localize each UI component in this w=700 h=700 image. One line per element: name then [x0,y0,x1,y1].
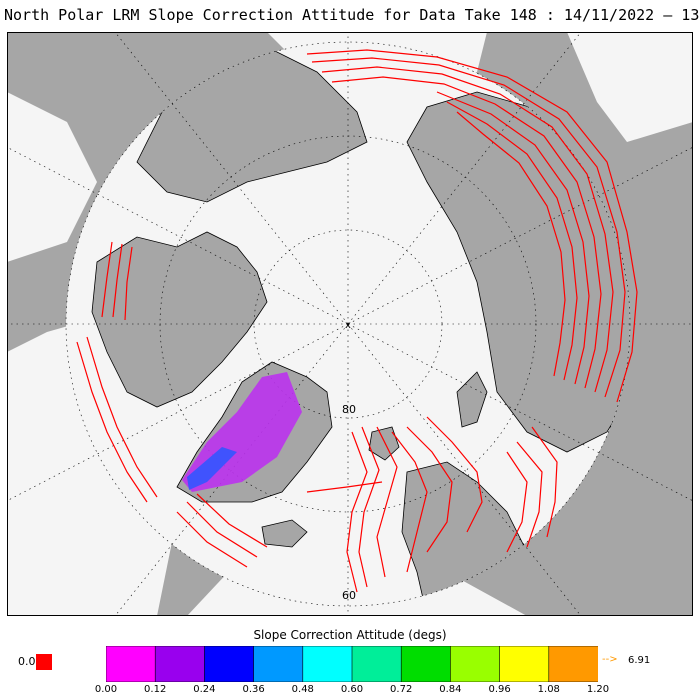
outer-ocean-left-top [7,92,97,262]
colorbar-cell [253,646,304,682]
colorbar-cell [400,646,452,682]
red-track-atlantic [176,493,268,568]
red-track-canada-west [76,241,158,503]
colorbar-tick-label: 0.96 [488,684,511,695]
graticule [7,32,693,616]
latitude-label-60: 60 [342,589,356,602]
colorbar-tick-label: 0.12 [144,684,167,695]
zero-swatch [36,654,52,670]
colorbar-tick-label: 0.60 [340,684,364,695]
colorbar-cell [106,646,157,682]
colorbar-cell [154,646,206,682]
over-arrow-icon: --> [602,654,618,665]
over-value-label: 6.91 [628,655,651,666]
map-title: North Polar LRM Slope Correction Attitud… [4,6,700,24]
colorbar-title: Slope Correction Attitude (degs) [253,628,447,642]
colorbar-ticks: 0.00 0.12 0.24 0.36 0.48 0.60 0.72 0.84 0.96 1.08… [0,684,700,700]
map-frame [7,32,693,616]
colorbar-tick-label: 0.00 [94,684,118,695]
colorbar-cell [351,646,403,682]
colorbar-tick-label: 1.08 [537,684,560,695]
zero-label: 0.0 [18,655,36,668]
novaya-zemlya [456,371,488,428]
polar-map: 80 60 x [7,32,693,616]
outer-ocean-top-right [567,32,693,142]
colorbar-cell [204,646,255,682]
iceland [261,519,308,548]
red-track-europe [306,416,558,593]
colorbar-tick-label: 0.36 [242,684,265,695]
red-track-siberia [306,49,638,403]
colorbar-tick-label: 0.48 [291,684,314,695]
colorbar-tick-label: 0.24 [193,684,216,695]
latitude-label-80: 80 [342,403,356,416]
colorbar-cell [548,646,598,682]
colorbar-cell [302,646,353,682]
colorbar-tick-label: 0.72 [390,684,413,695]
greenland-slope-data-blue [187,447,237,490]
colorbar-tick-label: 1.20 [586,684,610,695]
colorbar-tick-label: 0.84 [439,684,462,695]
colorbar-cell [450,646,501,682]
canadian-archipelago [91,231,268,408]
colorbar-cell [499,646,550,682]
pole-marker: x [345,320,351,331]
colorbar [106,646,598,682]
outer-ocean-left [7,322,172,616]
